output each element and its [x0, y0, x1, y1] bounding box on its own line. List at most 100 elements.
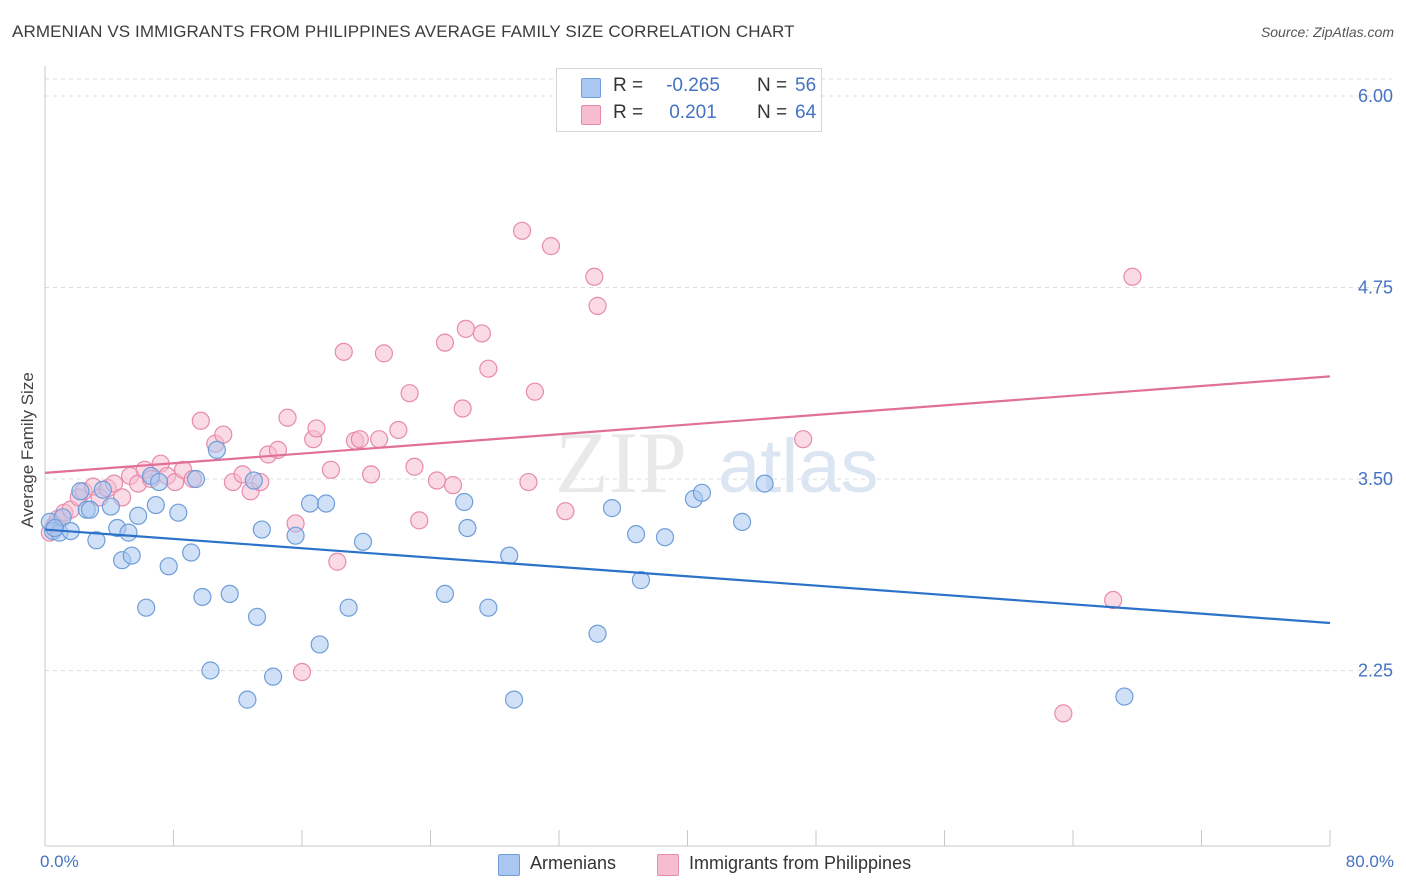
- philippines-point: [512, 221, 532, 240]
- armenians-point: [588, 624, 607, 643]
- r-value: -0.265: [666, 75, 720, 96]
- philippines-point: [519, 472, 538, 492]
- y-tick-label: 3.50: [1358, 469, 1393, 489]
- armenians-point: [504, 690, 524, 709]
- philippines-point: [1104, 590, 1123, 610]
- philippines-point: [278, 408, 297, 427]
- legend: Armenians Immigrants from Philippines: [0, 853, 1406, 877]
- philippines-point: [400, 384, 419, 403]
- armenians-point: [238, 690, 257, 709]
- armenians-point: [71, 482, 90, 501]
- blue-swatch-icon: [498, 854, 520, 876]
- watermark: ZIP atlas: [555, 415, 879, 512]
- trend-lines: [44, 375, 1331, 625]
- armenians-point: [186, 469, 206, 489]
- philippines-point: [588, 296, 607, 315]
- philippines-point: [453, 399, 472, 418]
- pink-swatch-icon: [657, 854, 679, 876]
- armenians-point: [458, 518, 477, 538]
- legend-label: Immigrants from Philippines: [689, 853, 912, 873]
- armenians-point: [149, 472, 169, 492]
- armenians-point: [755, 474, 774, 493]
- armenians-point: [207, 440, 226, 459]
- blue-swatch-icon: [581, 78, 601, 98]
- armenians-point: [201, 661, 220, 680]
- philippines-point: [321, 460, 341, 479]
- gridlines: [45, 78, 1392, 671]
- armenians-point: [300, 494, 320, 513]
- philippines-point: [443, 476, 463, 495]
- x-axis-max-label: 80.0%: [1345, 852, 1394, 871]
- armenians-point: [455, 492, 474, 512]
- armenians-point: [692, 483, 712, 502]
- armenians-point: [129, 506, 148, 525]
- armenians-point: [193, 587, 212, 607]
- x-axis-min-label: 0.0%: [40, 852, 79, 871]
- philippines-trend-line: [44, 375, 1331, 474]
- philippines-point: [556, 502, 575, 521]
- r-label: R =: [613, 75, 644, 96]
- watermark-zip: ZIP: [555, 415, 687, 512]
- n-label: N =: [757, 102, 788, 123]
- philippines-point: [374, 344, 394, 363]
- armenians-point: [182, 543, 201, 562]
- armenians-point: [500, 546, 519, 565]
- armenians-point: [247, 607, 267, 626]
- r-value: 0.201: [669, 102, 717, 123]
- philippines-point: [307, 419, 326, 438]
- legend-label: Armenians: [530, 853, 617, 873]
- philippines-point: [456, 319, 475, 338]
- armenians-point: [626, 525, 646, 544]
- armenians-point: [122, 546, 141, 565]
- philippines-point: [1123, 267, 1142, 286]
- philippines-point: [334, 342, 353, 361]
- axes: [44, 66, 1331, 847]
- armenians-point: [87, 531, 106, 550]
- armenians-point: [655, 528, 675, 547]
- philippines-point: [435, 333, 455, 352]
- armenians-point: [169, 503, 188, 522]
- philippines-point: [350, 430, 369, 449]
- armenians-point: [80, 500, 100, 519]
- r-label: R =: [613, 102, 644, 123]
- pink-swatch-icon: [581, 105, 601, 125]
- philippines-point: [1054, 704, 1073, 723]
- stats-box: R = -0.265 N = 56 R = 0.201 N = 64: [556, 68, 822, 132]
- armenians-point: [353, 532, 373, 551]
- series-armenians: [40, 440, 1134, 709]
- philippines-point: [191, 411, 210, 430]
- armenians-point: [159, 557, 178, 576]
- n-value: 56: [795, 75, 817, 96]
- n-value: 64: [795, 102, 817, 123]
- armenians-point: [631, 571, 651, 590]
- armenians-point: [1115, 687, 1134, 706]
- armenians-point: [93, 480, 112, 499]
- philippines-point: [214, 425, 233, 444]
- philippines-point: [541, 237, 561, 256]
- source-credit: Source: ZipAtlas.com: [1260, 24, 1394, 40]
- armenians-trend-line: [44, 528, 1331, 625]
- armenians-point: [339, 598, 358, 617]
- armenians-point: [137, 598, 156, 617]
- philippines-point: [472, 324, 491, 343]
- philippines-point: [292, 662, 312, 682]
- philippines-point: [585, 267, 604, 286]
- philippines-point: [389, 420, 408, 440]
- philippines-point: [405, 457, 424, 476]
- philippines-point: [410, 511, 429, 530]
- philippines-point: [370, 430, 389, 449]
- armenians-point: [286, 526, 305, 545]
- armenians-point: [146, 495, 165, 515]
- y-tick-labels: 2.25 3.50 4.75 6.00: [1358, 86, 1393, 681]
- y-tick-label: 4.75: [1358, 278, 1393, 298]
- y-tick-label: 2.25: [1358, 661, 1393, 681]
- armenians-point: [310, 635, 329, 654]
- armenians-point: [479, 598, 498, 617]
- armenians-point: [435, 584, 455, 604]
- armenians-point: [101, 497, 120, 516]
- philippines-point: [794, 430, 813, 449]
- y-axis-label: Average Family Size: [18, 372, 37, 528]
- y-tick-label: 6.00: [1358, 86, 1393, 106]
- armenians-point: [316, 494, 336, 513]
